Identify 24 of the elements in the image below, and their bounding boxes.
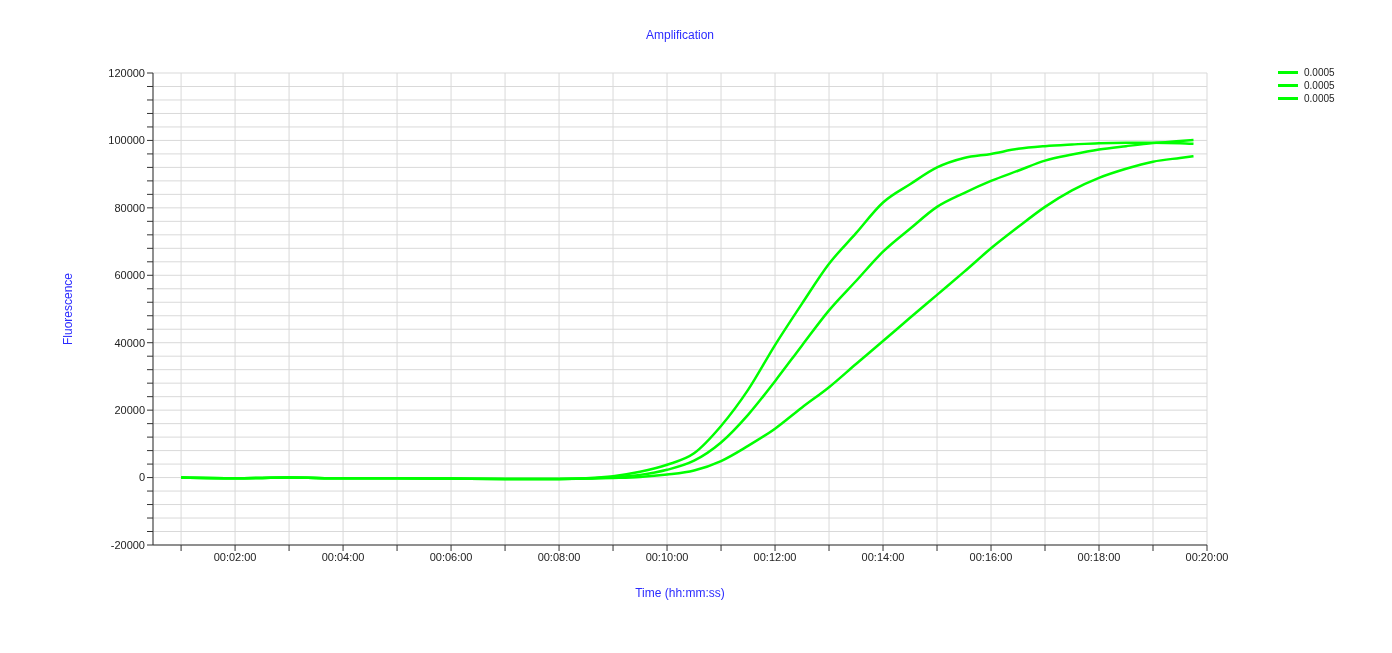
- y-tick-label: 40000: [114, 336, 145, 349]
- x-tick-label: 00:18:00: [1077, 550, 1121, 563]
- x-tick-label: 00:14:00: [861, 550, 905, 563]
- legend-label: 0.0005: [1304, 67, 1335, 78]
- y-tick-label: 60000: [114, 269, 145, 282]
- x-tick-label: 00:08:00: [537, 550, 581, 563]
- x-tick-label: 00:12:00: [753, 550, 797, 563]
- x-tick-label: 00:16:00: [969, 550, 1013, 563]
- legend-label: 0.0005: [1304, 80, 1335, 91]
- chart-title: Amplification: [645, 28, 715, 42]
- y-tick-label: 100000: [108, 134, 145, 147]
- y-tick-label: -20000: [110, 538, 145, 551]
- legend-label: 0.0005: [1304, 93, 1335, 104]
- y-tick-label: 120000: [108, 66, 145, 79]
- x-tick-label: 00:10:00: [645, 550, 689, 563]
- x-tick-label: 00:02:00: [213, 550, 257, 563]
- x-tick-label: 00:20:00: [1185, 550, 1229, 563]
- x-axis-title: Time (hh:mm:ss): [635, 586, 725, 600]
- y-axis-title: Fluorescence: [61, 272, 76, 346]
- x-tick-label: 00:04:00: [321, 550, 365, 563]
- x-tick-label: 00:06:00: [429, 550, 473, 563]
- y-tick-label: 80000: [114, 201, 145, 214]
- y-tick-label: 0: [138, 471, 145, 484]
- y-tick-label: 20000: [114, 404, 145, 417]
